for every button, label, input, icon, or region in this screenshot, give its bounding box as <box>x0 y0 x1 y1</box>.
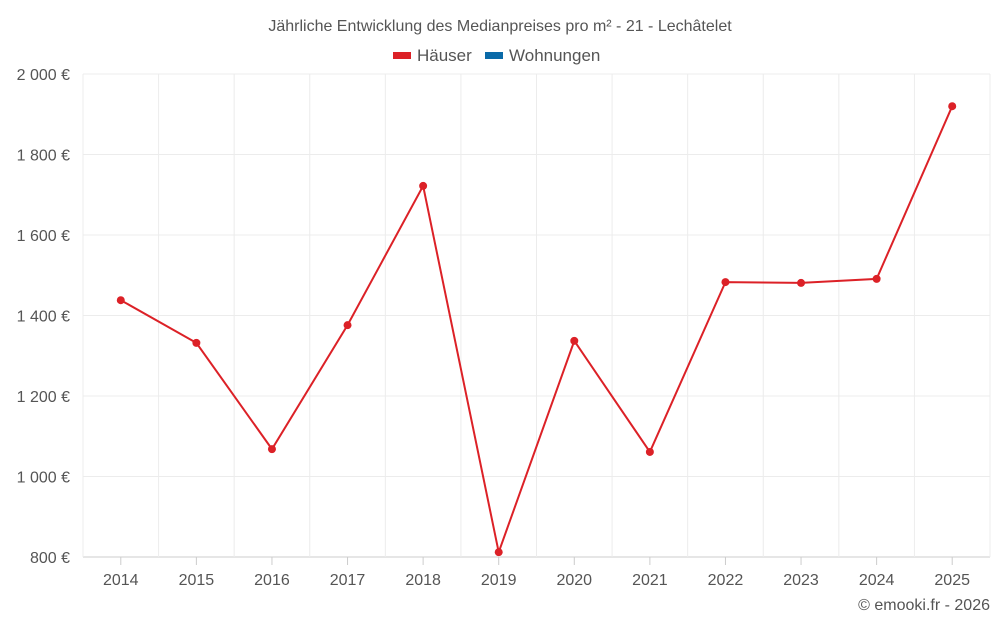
y-axis: 800 € 1 000 € 1 200 € 1 400 € 1 600 € 1 800 €… <box>17 67 70 567</box>
credit: © emooki.fr - 2026 <box>858 597 990 614</box>
data-point <box>494 548 503 557</box>
data-point <box>192 338 201 347</box>
legend-item-wohnungen[interactable]: Wohnungen <box>485 46 600 65</box>
data-point <box>797 278 806 287</box>
x-tick-label: 2017 <box>330 572 366 589</box>
y-tick-label: 1 400 € <box>17 309 70 326</box>
data-point <box>721 278 730 287</box>
x-axis: 2014 2015 2016 2017 2018 2019 2020 2021 2022 2023… <box>103 557 970 589</box>
data-point <box>116 296 125 305</box>
data-point <box>645 447 654 456</box>
x-tick-label: 2025 <box>934 572 970 589</box>
data-point <box>267 445 276 454</box>
legend-item-haeuser[interactable]: Häuser <box>393 46 472 65</box>
y-tick-label: 1 800 € <box>17 148 70 165</box>
y-tick-label: 1 200 € <box>17 389 70 406</box>
x-tick-label: 2019 <box>481 572 517 589</box>
chart-title: Jährliche Entwicklung des Medianpreises … <box>268 18 732 35</box>
grid <box>82 73 991 558</box>
x-tick-label: 2018 <box>405 572 441 589</box>
series-haeuser <box>116 102 957 557</box>
x-tick-label: 2022 <box>708 572 744 589</box>
x-tick-label: 2021 <box>632 572 668 589</box>
data-point <box>948 102 957 111</box>
data-point <box>570 336 579 345</box>
x-tick-label: 2015 <box>179 572 215 589</box>
x-tick-label: 2024 <box>859 572 895 589</box>
x-tick-label: 2023 <box>783 572 819 589</box>
data-point <box>343 321 352 330</box>
y-tick-label: 2 000 € <box>17 67 70 84</box>
legend-swatch-wohnungen <box>485 52 503 59</box>
legend-swatch-haeuser <box>393 52 411 59</box>
data-point <box>872 274 881 283</box>
legend: Häuser Wohnungen <box>393 46 600 65</box>
series-line-haeuser <box>120 105 954 556</box>
y-tick-label: 1 000 € <box>17 470 70 487</box>
y-tick-label: 800 € <box>30 550 70 567</box>
x-tick-label: 2014 <box>103 572 139 589</box>
legend-label-wohnungen: Wohnungen <box>509 46 600 65</box>
y-tick-label: 1 600 € <box>17 228 70 245</box>
legend-label-haeuser: Häuser <box>417 46 472 65</box>
data-point <box>419 181 428 190</box>
x-tick-label: 2016 <box>254 572 290 589</box>
x-tick-label: 2020 <box>556 572 592 589</box>
